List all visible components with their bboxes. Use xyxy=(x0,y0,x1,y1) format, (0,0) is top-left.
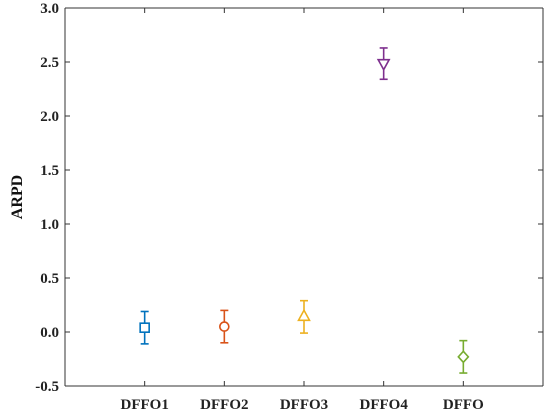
y-axis-ticks: -0.5 0.0 0.5 1.0 1.5 2.0 2.5 3.0 xyxy=(35,1,543,395)
y-tick-label: -0.5 xyxy=(35,379,59,395)
y-tick-label: 2.5 xyxy=(40,55,59,71)
data-point-group xyxy=(376,47,391,81)
y-tick-label: 3.0 xyxy=(40,1,59,17)
x-tick-label: DFFO3 xyxy=(280,397,328,413)
data-point xyxy=(139,322,150,333)
y-tick-label: 0.0 xyxy=(40,325,59,341)
y-axis-label: ARPD xyxy=(9,175,26,219)
x-tick-label: DFFO xyxy=(443,397,484,413)
y-tick-label: 1.0 xyxy=(40,217,59,233)
x-tick-label: DFFO1 xyxy=(121,397,169,413)
y-tick-label: 0.5 xyxy=(40,271,59,287)
x-axis-ticks: DFFO1 DFFO2 DFFO3 DFFO4 DFFO xyxy=(121,8,484,413)
data-point-group xyxy=(219,309,230,344)
data-point xyxy=(219,321,230,332)
data-point xyxy=(457,350,470,364)
data-point-group xyxy=(457,339,470,374)
data-point xyxy=(297,308,311,322)
x-tick-label: DFFO4 xyxy=(360,397,409,413)
data-point-group xyxy=(139,310,150,345)
data-point-group xyxy=(297,299,311,334)
y-tick-label: 1.5 xyxy=(40,163,59,179)
data-marks xyxy=(139,47,470,374)
x-tick-label: DFFO2 xyxy=(200,397,248,413)
y-tick-label: 2.0 xyxy=(40,109,59,125)
data-point xyxy=(376,58,391,72)
